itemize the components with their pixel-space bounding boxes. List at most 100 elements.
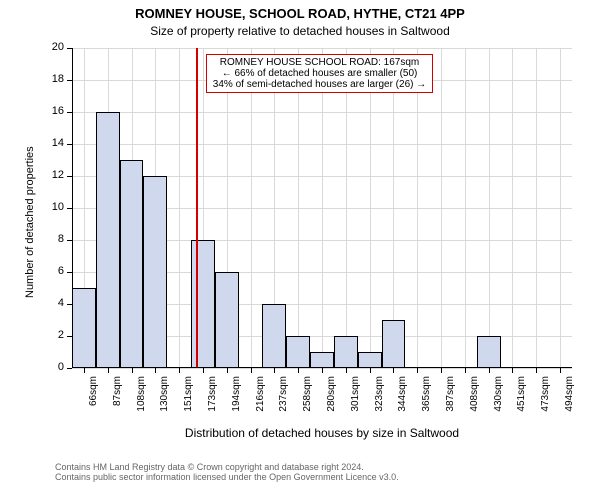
y-tick-label: 16 bbox=[34, 105, 64, 117]
y-tick-label: 12 bbox=[34, 169, 64, 181]
x-tick-label: 194sqm bbox=[231, 376, 242, 436]
gridline-v bbox=[298, 48, 299, 368]
x-tick-label: 237sqm bbox=[278, 376, 289, 436]
gridline-v bbox=[489, 48, 490, 368]
x-tick-mark bbox=[298, 368, 299, 373]
gridline-v bbox=[465, 48, 466, 368]
y-tick-label: 20 bbox=[34, 41, 64, 53]
histogram-bar bbox=[310, 352, 334, 368]
y-tick-mark bbox=[67, 208, 72, 209]
x-tick-label: 130sqm bbox=[159, 376, 170, 436]
x-tick-mark bbox=[108, 368, 109, 373]
y-tick-mark bbox=[67, 272, 72, 273]
gridline-v bbox=[536, 48, 537, 368]
chart-title: ROMNEY HOUSE, SCHOOL ROAD, HYTHE, CT21 4… bbox=[0, 6, 600, 21]
gridline-v bbox=[441, 48, 442, 368]
y-tick-mark bbox=[67, 48, 72, 49]
x-tick-label: 430sqm bbox=[493, 376, 504, 436]
annotation-line: ROMNEY HOUSE SCHOOL ROAD: 167sqm bbox=[213, 57, 426, 68]
x-tick-label: 301sqm bbox=[350, 376, 361, 436]
gridline-v bbox=[251, 48, 252, 368]
x-tick-mark bbox=[322, 368, 323, 373]
y-axis-line bbox=[72, 48, 73, 368]
y-tick-label: 10 bbox=[34, 201, 64, 213]
histogram-bar bbox=[143, 176, 167, 368]
x-tick-mark bbox=[155, 368, 156, 373]
histogram-bar bbox=[215, 272, 239, 368]
x-tick-mark bbox=[465, 368, 466, 373]
x-tick-mark bbox=[489, 368, 490, 373]
y-tick-label: 14 bbox=[34, 137, 64, 149]
x-tick-label: 323sqm bbox=[374, 376, 385, 436]
footnote: Contains HM Land Registry data © Crown c… bbox=[55, 462, 399, 482]
x-tick-mark bbox=[227, 368, 228, 373]
gridline-v bbox=[370, 48, 371, 368]
y-tick-mark bbox=[67, 80, 72, 81]
x-tick-label: 365sqm bbox=[421, 376, 432, 436]
x-tick-mark bbox=[441, 368, 442, 373]
x-tick-mark bbox=[370, 368, 371, 373]
y-tick-label: 2 bbox=[34, 329, 64, 341]
y-tick-mark bbox=[67, 336, 72, 337]
histogram-bar bbox=[262, 304, 286, 368]
x-tick-mark bbox=[560, 368, 561, 373]
histogram-bar bbox=[358, 352, 382, 368]
x-tick-mark bbox=[393, 368, 394, 373]
gridline-v bbox=[322, 48, 323, 368]
x-tick-label: 408sqm bbox=[469, 376, 480, 436]
x-tick-label: 108sqm bbox=[136, 376, 147, 436]
gridline-v bbox=[179, 48, 180, 368]
plot-area: ROMNEY HOUSE SCHOOL ROAD: 167sqm← 66% of… bbox=[72, 48, 572, 368]
x-tick-mark bbox=[179, 368, 180, 373]
x-tick-label: 216sqm bbox=[255, 376, 266, 436]
y-tick-mark bbox=[67, 368, 72, 369]
chart-subtitle: Size of property relative to detached ho… bbox=[0, 24, 600, 38]
histogram-bar bbox=[120, 160, 144, 368]
histogram-bar bbox=[96, 112, 120, 368]
footnote-line-2: Contains public sector information licen… bbox=[55, 472, 399, 482]
x-tick-mark bbox=[251, 368, 252, 373]
histogram-bar bbox=[382, 320, 406, 368]
x-tick-mark bbox=[536, 368, 537, 373]
histogram-bar bbox=[191, 240, 215, 368]
y-tick-mark bbox=[67, 240, 72, 241]
x-tick-label: 280sqm bbox=[326, 376, 337, 436]
histogram-bar bbox=[334, 336, 358, 368]
x-tick-mark bbox=[203, 368, 204, 373]
annotation-line: 34% of semi-detached houses are larger (… bbox=[213, 79, 426, 90]
x-tick-mark bbox=[512, 368, 513, 373]
x-tick-mark bbox=[274, 368, 275, 373]
gridline-v bbox=[560, 48, 561, 368]
y-tick-mark bbox=[67, 304, 72, 305]
gridline-v bbox=[346, 48, 347, 368]
histogram-bar bbox=[477, 336, 501, 368]
reference-line bbox=[196, 48, 198, 368]
gridline-v bbox=[417, 48, 418, 368]
x-tick-label: 473sqm bbox=[540, 376, 551, 436]
x-tick-mark bbox=[346, 368, 347, 373]
reference-annotation: ROMNEY HOUSE SCHOOL ROAD: 167sqm← 66% of… bbox=[206, 54, 433, 93]
x-tick-mark bbox=[84, 368, 85, 373]
footnote-line-1: Contains HM Land Registry data © Crown c… bbox=[55, 462, 399, 472]
x-tick-label: 344sqm bbox=[397, 376, 408, 436]
x-tick-label: 451sqm bbox=[516, 376, 527, 436]
x-tick-label: 87sqm bbox=[112, 376, 123, 436]
histogram-bar bbox=[286, 336, 310, 368]
annotation-line: ← 66% of detached houses are smaller (50… bbox=[213, 68, 426, 79]
y-tick-mark bbox=[67, 144, 72, 145]
y-tick-label: 0 bbox=[34, 361, 64, 373]
histogram-bar bbox=[72, 288, 96, 368]
x-tick-label: 66sqm bbox=[88, 376, 99, 436]
y-tick-label: 18 bbox=[34, 73, 64, 85]
gridline-v bbox=[512, 48, 513, 368]
x-tick-label: 151sqm bbox=[183, 376, 194, 436]
y-tick-label: 6 bbox=[34, 265, 64, 277]
x-tick-label: 387sqm bbox=[445, 376, 456, 436]
x-tick-label: 173sqm bbox=[207, 376, 218, 436]
y-tick-mark bbox=[67, 112, 72, 113]
y-tick-mark bbox=[67, 176, 72, 177]
x-tick-mark bbox=[417, 368, 418, 373]
y-tick-label: 4 bbox=[34, 297, 64, 309]
y-tick-label: 8 bbox=[34, 233, 64, 245]
x-tick-label: 258sqm bbox=[302, 376, 313, 436]
